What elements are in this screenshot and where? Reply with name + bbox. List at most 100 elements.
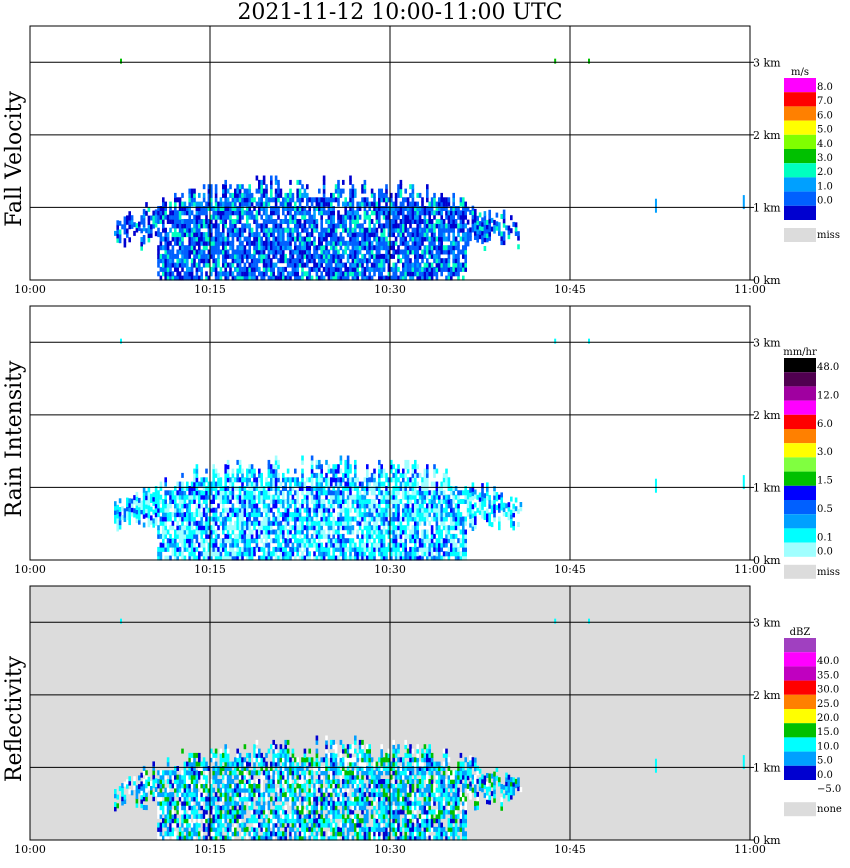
echo-cell [368, 275, 371, 281]
echo-cell [238, 266, 242, 272]
echo-cell [421, 538, 424, 544]
echo-cell [308, 219, 311, 224]
echo-cell [205, 783, 208, 789]
echo-cell [121, 224, 124, 230]
echo-cell [361, 499, 364, 504]
echo-cell [392, 542, 395, 548]
echo-cell [188, 779, 191, 784]
echo-cell [390, 227, 393, 233]
echo-cell [193, 219, 196, 224]
echo-cell [190, 783, 194, 789]
echo-cell [147, 776, 151, 782]
echo-cell [183, 249, 187, 255]
echo-cell [318, 245, 321, 251]
echo-cell [380, 481, 383, 487]
echo-cell [277, 275, 280, 281]
echo-cell [162, 503, 165, 509]
echo-cell [202, 253, 206, 259]
echo-cell [219, 477, 223, 483]
echo-cell [188, 275, 191, 281]
echo-cell [493, 486, 496, 492]
echo-cell [284, 197, 287, 203]
echo-cell [363, 240, 367, 246]
echo-cell [157, 826, 160, 832]
echo-cell [354, 262, 357, 268]
echo-cell [450, 490, 453, 496]
echo-cell [169, 796, 172, 802]
echo-cell [418, 227, 422, 233]
echo-cell [334, 494, 338, 500]
echo-cell [181, 551, 184, 557]
echo-cell [303, 206, 307, 211]
echo-cell [250, 512, 254, 518]
echo-cell [344, 555, 347, 561]
echo-cell [483, 211, 487, 217]
echo-cell [243, 512, 247, 518]
echo-cell [426, 481, 429, 487]
echo-cell [262, 503, 266, 509]
echo-cell [313, 551, 316, 557]
echo-cell [370, 227, 374, 233]
echo-cell [152, 761, 155, 767]
echo-cell [186, 813, 189, 819]
echo-cell [145, 774, 148, 780]
echo-cell [447, 555, 451, 561]
echo-cell [351, 249, 355, 255]
echo-cell [289, 245, 292, 251]
echo-cell [430, 516, 434, 522]
echo-cell [404, 236, 407, 242]
echo-cell [174, 516, 177, 522]
echo-cell [368, 206, 371, 211]
echo-cell [464, 542, 467, 548]
echo-cell [279, 232, 283, 238]
echo-cell [366, 490, 369, 496]
echo-cell [183, 813, 187, 819]
echo-cell [454, 494, 458, 500]
echo-cell [339, 507, 343, 513]
echo-cell [298, 546, 302, 552]
echo-cell [332, 464, 335, 470]
echo-cell [351, 245, 355, 251]
echo-cell [157, 253, 160, 259]
echo-cell [445, 266, 448, 272]
echo-cell [260, 486, 263, 491]
echo-cell [375, 245, 379, 251]
echo-cell [176, 197, 179, 203]
echo-cell [387, 499, 391, 504]
echo-cell [210, 249, 213, 255]
echo-cell [193, 792, 196, 798]
echo-cell [183, 227, 187, 233]
echo-cell [162, 538, 165, 544]
echo-cell [274, 192, 278, 198]
echo-cell [457, 249, 460, 255]
echo-cell [298, 249, 302, 255]
echo-cell [279, 192, 283, 198]
echo-cell [442, 477, 446, 483]
echo-cell [277, 210, 280, 216]
echo-cell [450, 249, 453, 255]
echo-cell [490, 226, 494, 232]
echo-cell [440, 192, 443, 198]
echo-cell [190, 249, 194, 255]
echo-cell [231, 486, 235, 491]
echo-cell [464, 499, 467, 504]
echo-cell [385, 494, 388, 500]
echo-cell [382, 253, 386, 259]
echo-cell [435, 258, 439, 264]
echo-cell [286, 232, 290, 238]
echo-cell [358, 525, 362, 531]
echo-cell [346, 240, 350, 246]
echo-cell [337, 512, 340, 518]
echo-cell [385, 512, 388, 518]
echo-cell [258, 520, 261, 526]
echo-cell [430, 494, 434, 500]
echo-cell [454, 219, 458, 224]
echo-cell [327, 201, 331, 207]
echo-cell [210, 219, 213, 224]
echo-cell [325, 477, 328, 483]
echo-cell [130, 507, 134, 513]
echo-cell [274, 210, 278, 216]
echo-cell [262, 253, 266, 259]
echo-cell [330, 555, 333, 561]
echo-cell [301, 538, 304, 544]
